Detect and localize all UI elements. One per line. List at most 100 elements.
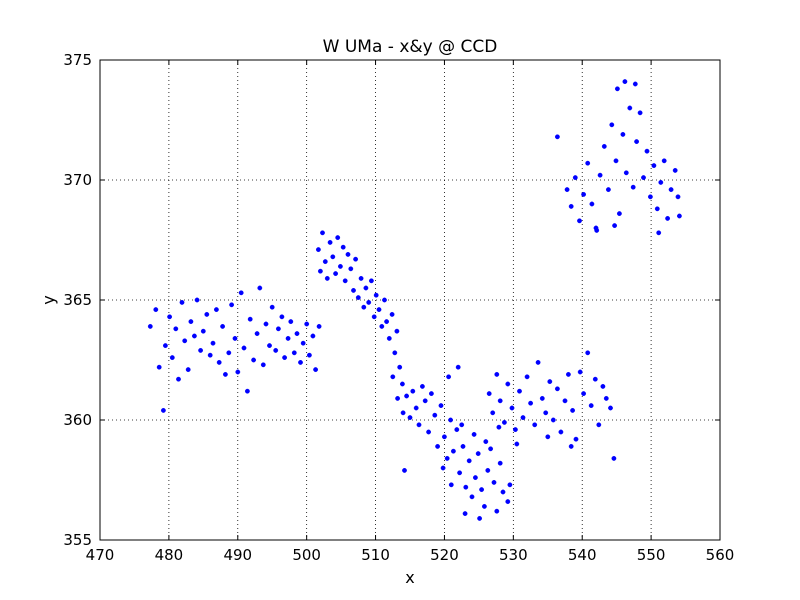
data-point bbox=[279, 314, 285, 320]
data-point bbox=[509, 405, 515, 411]
data-point bbox=[594, 227, 600, 233]
data-point bbox=[254, 331, 260, 336]
data-point bbox=[382, 297, 387, 303]
x-tick-label: 500 bbox=[292, 546, 321, 564]
data-point bbox=[545, 434, 551, 440]
data-point bbox=[169, 355, 175, 360]
data-point bbox=[608, 405, 613, 411]
data-point bbox=[342, 278, 348, 284]
data-point bbox=[313, 367, 318, 372]
data-point bbox=[327, 239, 333, 245]
y-tick-label: 365 bbox=[63, 291, 92, 309]
data-point bbox=[160, 407, 166, 413]
data-point bbox=[573, 436, 579, 442]
data-point bbox=[668, 187, 674, 193]
data-point bbox=[475, 451, 481, 456]
data-point bbox=[472, 475, 478, 480]
data-point bbox=[606, 187, 611, 193]
data-point bbox=[291, 350, 297, 356]
data-point bbox=[222, 371, 228, 377]
data-point bbox=[426, 429, 431, 435]
x-tick-label: 540 bbox=[568, 546, 597, 564]
data-point bbox=[550, 417, 556, 423]
data-point bbox=[379, 323, 385, 329]
data-point bbox=[661, 158, 667, 164]
scatter-points bbox=[147, 79, 682, 521]
data-point bbox=[275, 326, 281, 332]
data-point bbox=[641, 175, 646, 181]
data-point bbox=[532, 422, 538, 428]
data-point bbox=[524, 374, 530, 380]
data-point bbox=[672, 167, 678, 173]
data-point bbox=[488, 446, 493, 452]
data-point bbox=[469, 494, 475, 500]
data-point bbox=[535, 359, 541, 365]
data-point bbox=[198, 347, 204, 353]
data-point bbox=[285, 335, 291, 341]
data-point bbox=[337, 263, 343, 269]
y-tick-label: 360 bbox=[63, 411, 92, 429]
data-point bbox=[634, 139, 639, 145]
data-point bbox=[333, 271, 338, 276]
data-point bbox=[373, 292, 379, 298]
data-point bbox=[651, 163, 657, 169]
data-point bbox=[340, 244, 346, 250]
data-point bbox=[288, 319, 294, 324]
data-point bbox=[648, 194, 653, 200]
data-point bbox=[413, 405, 419, 411]
data-point bbox=[351, 287, 356, 293]
data-point bbox=[609, 122, 615, 128]
data-point bbox=[627, 105, 633, 111]
chart-title: W UMa - x&y @ CCD bbox=[323, 37, 498, 57]
data-point bbox=[568, 203, 574, 209]
data-point bbox=[581, 191, 586, 197]
data-point bbox=[491, 479, 497, 485]
data-point bbox=[353, 256, 358, 262]
data-point bbox=[455, 364, 461, 370]
data-point bbox=[665, 215, 670, 221]
data-point bbox=[620, 131, 626, 137]
data-point bbox=[496, 424, 502, 430]
data-point bbox=[324, 275, 330, 281]
data-point bbox=[562, 398, 568, 404]
data-point bbox=[294, 331, 300, 336]
data-point bbox=[592, 376, 598, 382]
data-point bbox=[282, 355, 287, 360]
data-point bbox=[448, 417, 453, 423]
data-point bbox=[263, 321, 269, 327]
data-point bbox=[597, 172, 603, 178]
data-point bbox=[345, 251, 351, 257]
data-point bbox=[167, 314, 173, 320]
data-point bbox=[238, 290, 244, 296]
data-point bbox=[632, 81, 638, 87]
data-point bbox=[448, 482, 454, 488]
data-point bbox=[585, 160, 591, 166]
data-point bbox=[483, 439, 489, 444]
data-point bbox=[446, 374, 451, 380]
data-point bbox=[179, 299, 185, 305]
data-point bbox=[432, 412, 438, 418]
data-point bbox=[185, 367, 191, 372]
data-point bbox=[419, 383, 425, 389]
data-point bbox=[397, 364, 403, 370]
data-point bbox=[244, 388, 250, 394]
data-point bbox=[156, 364, 162, 370]
data-point bbox=[204, 311, 210, 317]
data-point bbox=[479, 487, 484, 492]
y-tick-label: 370 bbox=[63, 171, 92, 189]
data-point bbox=[173, 326, 179, 332]
data-point bbox=[361, 304, 367, 310]
data-point bbox=[644, 148, 650, 154]
data-point bbox=[555, 134, 560, 140]
data-point bbox=[517, 388, 522, 394]
data-point bbox=[572, 175, 578, 181]
data-point bbox=[310, 333, 316, 339]
data-point bbox=[520, 415, 526, 420]
data-point bbox=[402, 467, 407, 473]
data-point bbox=[622, 79, 628, 85]
data-point bbox=[466, 458, 472, 464]
y-tick-label: 355 bbox=[63, 531, 92, 549]
data-point bbox=[304, 321, 310, 327]
data-point bbox=[182, 338, 188, 344]
